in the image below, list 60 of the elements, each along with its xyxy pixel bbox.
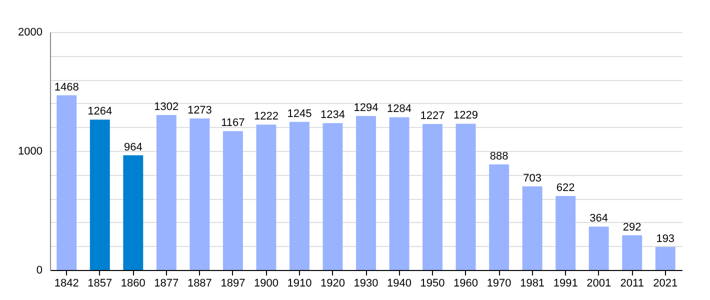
x-tick-label: 1930 — [354, 278, 378, 290]
bar — [356, 116, 376, 270]
data-label: 364 — [590, 212, 608, 225]
bar — [56, 95, 77, 270]
bar — [156, 115, 176, 270]
bar — [655, 247, 676, 270]
x-tick-label: 2021 — [653, 278, 678, 290]
bar — [489, 164, 510, 270]
data-label: 292 — [622, 221, 642, 234]
x-tick-label: 1960 — [454, 278, 478, 290]
x-tick-label: 1897 — [220, 278, 246, 290]
bar — [456, 124, 476, 270]
bar — [190, 118, 210, 270]
y-tick-label: 2000 — [18, 26, 42, 38]
x-tick-label: 2001 — [586, 278, 612, 290]
data-label: 1222 — [254, 110, 278, 123]
bar — [522, 186, 542, 270]
data-label: 193 — [656, 233, 675, 246]
bar — [222, 131, 243, 270]
data-label: 888 — [490, 150, 508, 162]
data-label: 1302 — [154, 101, 179, 114]
bar — [289, 122, 310, 270]
x-tick-label: 1970 — [486, 278, 512, 290]
data-label: 964 — [124, 141, 142, 154]
data-label: 622 — [556, 182, 575, 194]
bar — [389, 117, 410, 270]
data-label: 1229 — [454, 110, 478, 122]
data-label: 1294 — [354, 102, 378, 114]
x-tick-label: 1910 — [287, 278, 312, 290]
bar — [422, 124, 443, 270]
data-label: 1167 — [221, 117, 245, 130]
x-tick-label: 1877 — [154, 278, 179, 290]
x-tick-label: 1940 — [387, 278, 412, 290]
x-tick-label: 1900 — [254, 278, 278, 290]
x-tick-label: 1920 — [320, 278, 345, 290]
x-tick-label: 1991 — [553, 278, 578, 290]
data-label: 1273 — [187, 104, 212, 117]
x-tick-label: 1842 — [54, 278, 79, 290]
bar — [588, 226, 609, 270]
x-tick-label: 1981 — [520, 278, 545, 290]
data-label: 1227 — [420, 110, 445, 122]
bar — [322, 123, 343, 270]
x-tick-label: 2011 — [620, 278, 644, 290]
y-tick-label: 0 — [36, 264, 42, 276]
bar — [256, 124, 276, 270]
data-label: 1284 — [387, 103, 412, 116]
data-label: 1264 — [88, 106, 112, 118]
bar — [622, 235, 642, 270]
data-label: 1468 — [54, 81, 79, 94]
data-label: 1245 — [287, 108, 312, 120]
x-tick-label: 1950 — [420, 278, 445, 290]
data-label: 1234 — [320, 109, 345, 122]
bar — [556, 196, 576, 270]
bar — [90, 120, 110, 270]
x-tick-label: 1887 — [187, 278, 212, 290]
x-tick-label: 1860 — [120, 278, 146, 290]
y-tick-label: 1000 — [18, 146, 42, 158]
data-label: 703 — [523, 172, 542, 184]
x-tick-label: 1857 — [88, 278, 112, 290]
bar — [123, 155, 144, 270]
